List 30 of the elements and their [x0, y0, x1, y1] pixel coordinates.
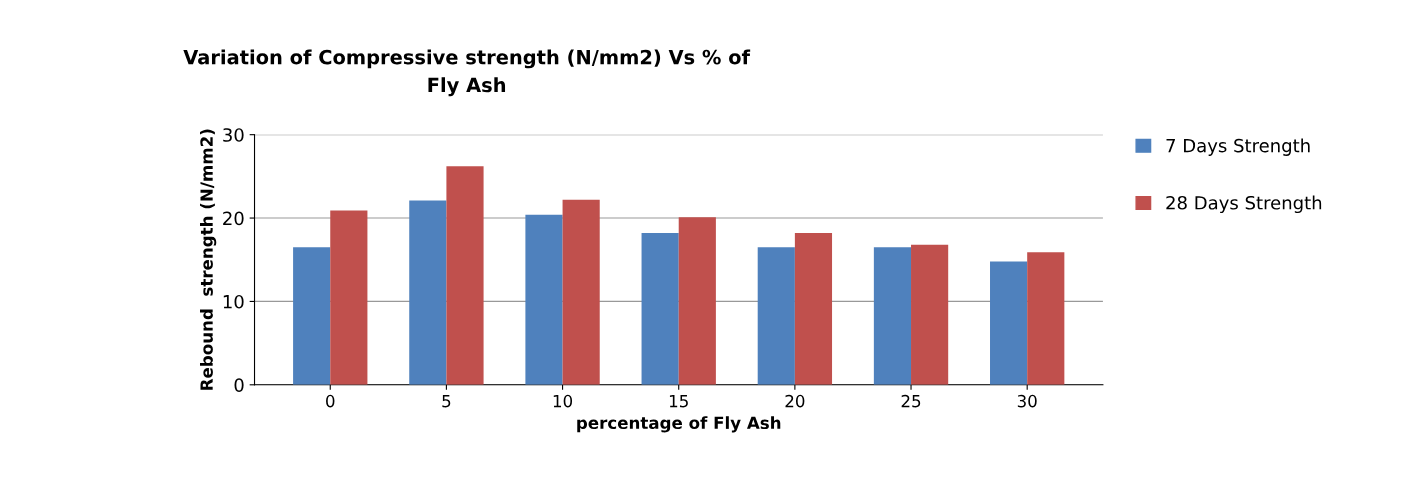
bar: [1027, 252, 1065, 385]
legend-label: 7 Days Strength: [1166, 138, 1310, 156]
bar: [293, 247, 331, 385]
bar: [990, 261, 1028, 385]
y-tick-label: 20: [223, 211, 244, 226]
bar: [525, 214, 563, 385]
bar: [757, 247, 795, 385]
y-tick-label: 10: [223, 294, 244, 309]
bar: [911, 244, 949, 385]
bar: [409, 200, 447, 385]
bar: [446, 166, 484, 385]
chart-title: Variation of Compressive strength (N/mm2) Vs % of Fly Ash: [183, 49, 751, 97]
y-axis-title: Rebound strength (N/mm2): [200, 129, 217, 390]
x-tick-label: 5: [442, 395, 451, 408]
x-tick-label: 25: [901, 394, 921, 408]
y-tick-label: 0: [234, 378, 244, 392]
bar: [873, 247, 912, 385]
bar: [794, 233, 833, 385]
x-tick-label: 10: [553, 394, 573, 408]
y-tick-label: 30: [223, 128, 244, 142]
x-tick-label: 0: [326, 394, 335, 408]
x-tick-label: 15: [669, 395, 688, 408]
legend-label: 28 Days Strength: [1166, 195, 1322, 214]
x-axis-title: percentage of Fly Ash: [577, 416, 781, 433]
bar: [641, 233, 679, 385]
bar: [562, 199, 600, 385]
x-tick-label: 30: [1017, 394, 1037, 408]
bar: [330, 210, 368, 385]
bar: [678, 217, 716, 385]
x-tick-label: 20: [785, 394, 805, 408]
